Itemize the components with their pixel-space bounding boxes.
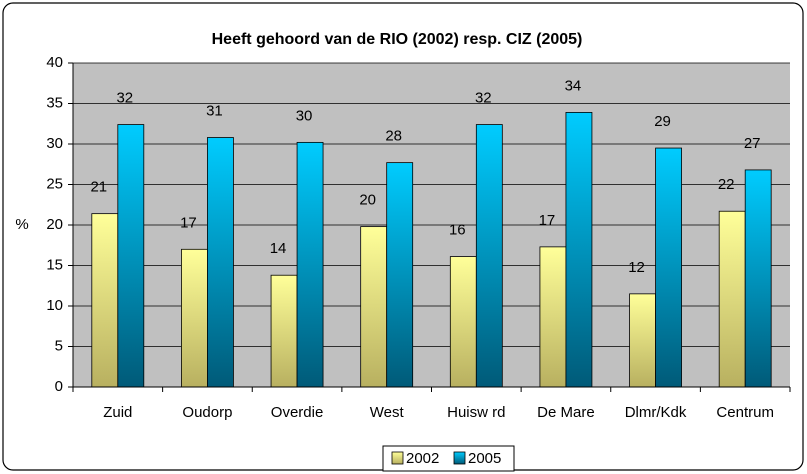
y-axis-label: % [15,216,28,233]
y-tick-label: 0 [55,378,63,395]
y-tick-label: 35 [46,94,63,111]
bar [117,124,145,388]
data-label: 14 [270,240,287,257]
bar [539,246,567,388]
data-label: 21 [90,179,107,196]
bar [475,124,503,388]
chart-title: Heeft gehoord van de RIO (2002) resp. CI… [212,31,583,48]
bar [270,274,298,388]
x-tick-label: Huisw rd [447,404,505,421]
data-label: 22 [718,176,735,193]
bar [386,162,414,388]
bar [744,169,772,388]
x-tick-label: Centrum [716,404,774,421]
data-label: 28 [385,128,402,145]
legend-swatch [391,451,404,465]
bar [655,147,682,388]
data-label: 12 [628,259,645,276]
y-tick-label: 10 [46,297,63,314]
y-tick-label: 15 [46,256,63,273]
legend-box [382,445,515,472]
x-tick-label: De Mare [537,404,595,421]
legend-label: 2002 [406,450,439,467]
data-label: 20 [359,192,376,209]
x-tick-label: Oudorp [182,404,232,421]
bar [181,248,208,388]
data-label: 32 [475,90,492,107]
bar [296,141,324,388]
x-tick-label: Overdie [271,404,324,421]
bar [207,137,234,388]
data-label: 16 [449,222,466,239]
bar [718,210,746,388]
x-tick-label: Zuid [103,404,132,421]
x-tick-label: West [370,404,405,421]
data-label: 34 [565,77,582,94]
data-label: 17 [180,214,197,231]
bar [449,256,477,388]
y-tick-label: 5 [55,337,63,354]
bar [565,112,593,388]
y-tick-label: 40 [46,54,63,71]
y-tick-label: 30 [46,135,63,152]
y-tick-label: 20 [46,216,63,233]
y-tick-label: 25 [46,175,63,192]
data-label: 27 [744,135,761,152]
legend-swatch [453,451,466,465]
bar [629,293,656,388]
bar [360,226,388,388]
data-label: 29 [654,113,671,130]
data-label: 31 [206,102,223,119]
x-tick-label: Dlmr/Kdk [625,404,687,421]
data-label: 32 [116,90,133,107]
data-label: 17 [539,212,556,229]
legend-label: 2005 [468,450,501,467]
bar [91,213,119,388]
data-label: 30 [296,107,313,124]
